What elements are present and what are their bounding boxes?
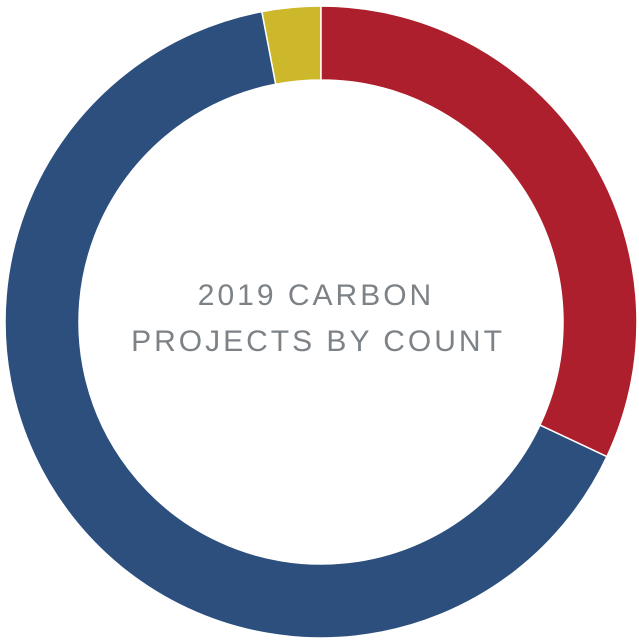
donut-segment bbox=[4, 10, 608, 639]
donut-segment bbox=[320, 5, 638, 458]
chart-title: 2019 CARBON bbox=[198, 279, 434, 312]
chart-title: PROJECTS BY COUNT bbox=[131, 325, 505, 358]
